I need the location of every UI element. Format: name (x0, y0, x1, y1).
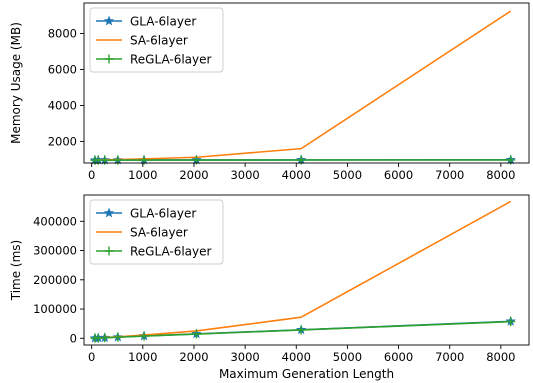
data-point-regla-6layer (113, 332, 123, 342)
legend-label: GLA-6layer (130, 15, 196, 29)
data-point-regla-6layer (296, 325, 306, 335)
legend-marker (104, 246, 114, 256)
legend-label: SA-6layer (130, 34, 188, 48)
x-tick-label: 6000 (384, 168, 413, 182)
data-point-regla-6layer (191, 329, 201, 339)
x-tick-label: 0 (88, 168, 95, 182)
axes-frame (83, 2, 530, 164)
legend-label: GLA-6layer (130, 207, 196, 221)
y-axis-label: Memory Usage (MB) (9, 22, 23, 144)
y-tick-label: 200000 (33, 273, 77, 287)
data-point-regla-6layer (139, 331, 149, 341)
time-chart: 0 1000 2000 3000 4000 5000 6000 7000 8000 0 100000… (9, 194, 530, 381)
data-point-regla-6layer (506, 317, 516, 327)
x-tick-label: 7000 (435, 350, 464, 364)
x-tick-label: 4000 (282, 350, 311, 364)
x-tick-label: 4000 (282, 168, 311, 182)
legend-marker (104, 54, 114, 64)
x-tick-label: 3000 (230, 168, 259, 182)
x-tick-label: 7000 (435, 168, 464, 182)
y-tick-label: 6000 (48, 63, 77, 77)
x-tick-label: 1000 (128, 168, 157, 182)
y-axis-label: Time (ms) (9, 240, 23, 302)
data-point-regla-6layer (100, 333, 110, 343)
legend-marker (103, 207, 115, 218)
y-tick-label: 8000 (48, 27, 77, 41)
x-tick-label: 5000 (333, 168, 362, 182)
x-axis-label: Maximum Generation Length (219, 367, 394, 381)
legend-box (89, 7, 224, 73)
x-tick-label: 2000 (179, 350, 208, 364)
memory-usage-chart: 0 1000 2000 3000 4000 5000 6000 7000 8000 2000 400… (9, 2, 530, 182)
legend-marker (103, 15, 115, 26)
y-tick-label: 300000 (33, 244, 77, 258)
y-tick-label: 4000 (48, 98, 77, 112)
x-tick-label: 1000 (128, 350, 157, 364)
legend-box (89, 199, 224, 265)
x-tick-label: 6000 (384, 350, 413, 364)
x-tick-label: 5000 (333, 350, 362, 364)
y-tick-label: 2000 (48, 134, 77, 148)
x-tick-label: 2000 (179, 168, 208, 182)
y-tick-label: 100000 (33, 302, 77, 316)
legend-label: ReGLA-6layer (130, 53, 212, 67)
legend-label: ReGLA-6layer (130, 245, 212, 259)
y-tick-label: 400000 (33, 214, 77, 228)
x-tick-label: 3000 (230, 350, 259, 364)
x-tick-label: 0 (88, 350, 95, 364)
legend-label: SA-6layer (130, 226, 188, 240)
x-tick-label: 8000 (486, 350, 515, 364)
y-tick-label: 0 (70, 331, 77, 345)
x-tick-label: 8000 (486, 168, 515, 182)
axes-frame (83, 194, 530, 346)
